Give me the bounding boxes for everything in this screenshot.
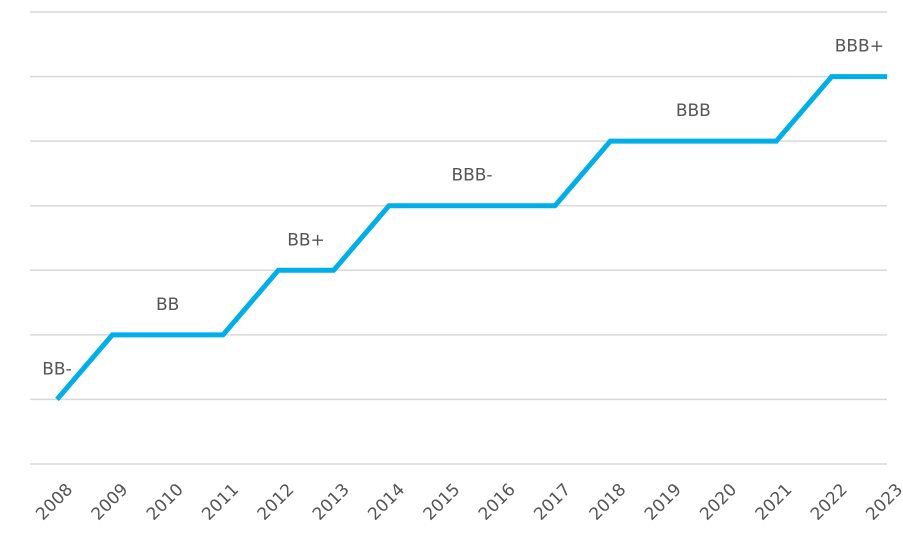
x-tick-label: 2012 <box>254 480 299 525</box>
rating-label: BB <box>156 295 179 315</box>
x-tick-label: 2015 <box>420 480 465 525</box>
rating-label: BB+ <box>287 230 325 250</box>
x-tick-label: 2017 <box>530 480 575 525</box>
x-tick-label: 2010 <box>143 480 188 525</box>
x-tick-label: 2009 <box>88 480 133 525</box>
x-tick-label: 2022 <box>807 480 852 525</box>
x-tick-label: 2020 <box>696 480 741 525</box>
x-tick-label: 2014 <box>364 480 409 525</box>
x-tick-label: 2019 <box>641 480 686 525</box>
x-tick-label: 2023 <box>862 480 903 525</box>
x-tick-label: 2011 <box>198 480 243 525</box>
x-tick-label: 2008 <box>32 480 77 525</box>
rating-label: BB- <box>42 359 71 379</box>
rating-label: BBB+ <box>835 37 884 57</box>
x-tick-label: 2021 <box>752 480 797 525</box>
x-tick-label: 2018 <box>586 480 631 525</box>
rating-label: BBB <box>676 101 711 121</box>
x-tick-label: 2016 <box>475 480 520 525</box>
rating-label: BBB- <box>451 166 492 186</box>
line <box>55 74 887 402</box>
x-tick-label: 2013 <box>309 480 354 525</box>
